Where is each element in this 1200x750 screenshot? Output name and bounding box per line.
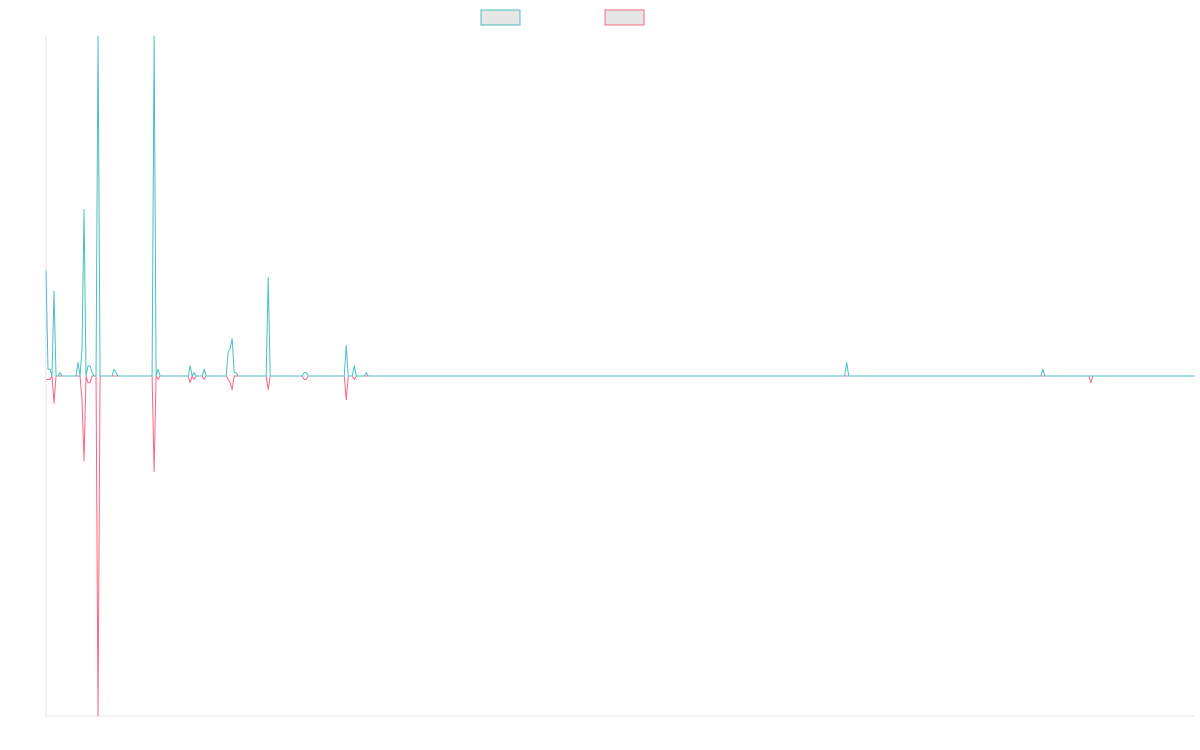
legend-swatch-2[interactable] (604, 9, 645, 26)
plot-area (45, 35, 1195, 717)
legend (480, 9, 645, 26)
axes (45, 36, 1195, 717)
series-line-2 (46, 375, 1195, 717)
legend-swatch-1[interactable] (480, 9, 521, 26)
series-line-1 (45, 35, 1195, 377)
